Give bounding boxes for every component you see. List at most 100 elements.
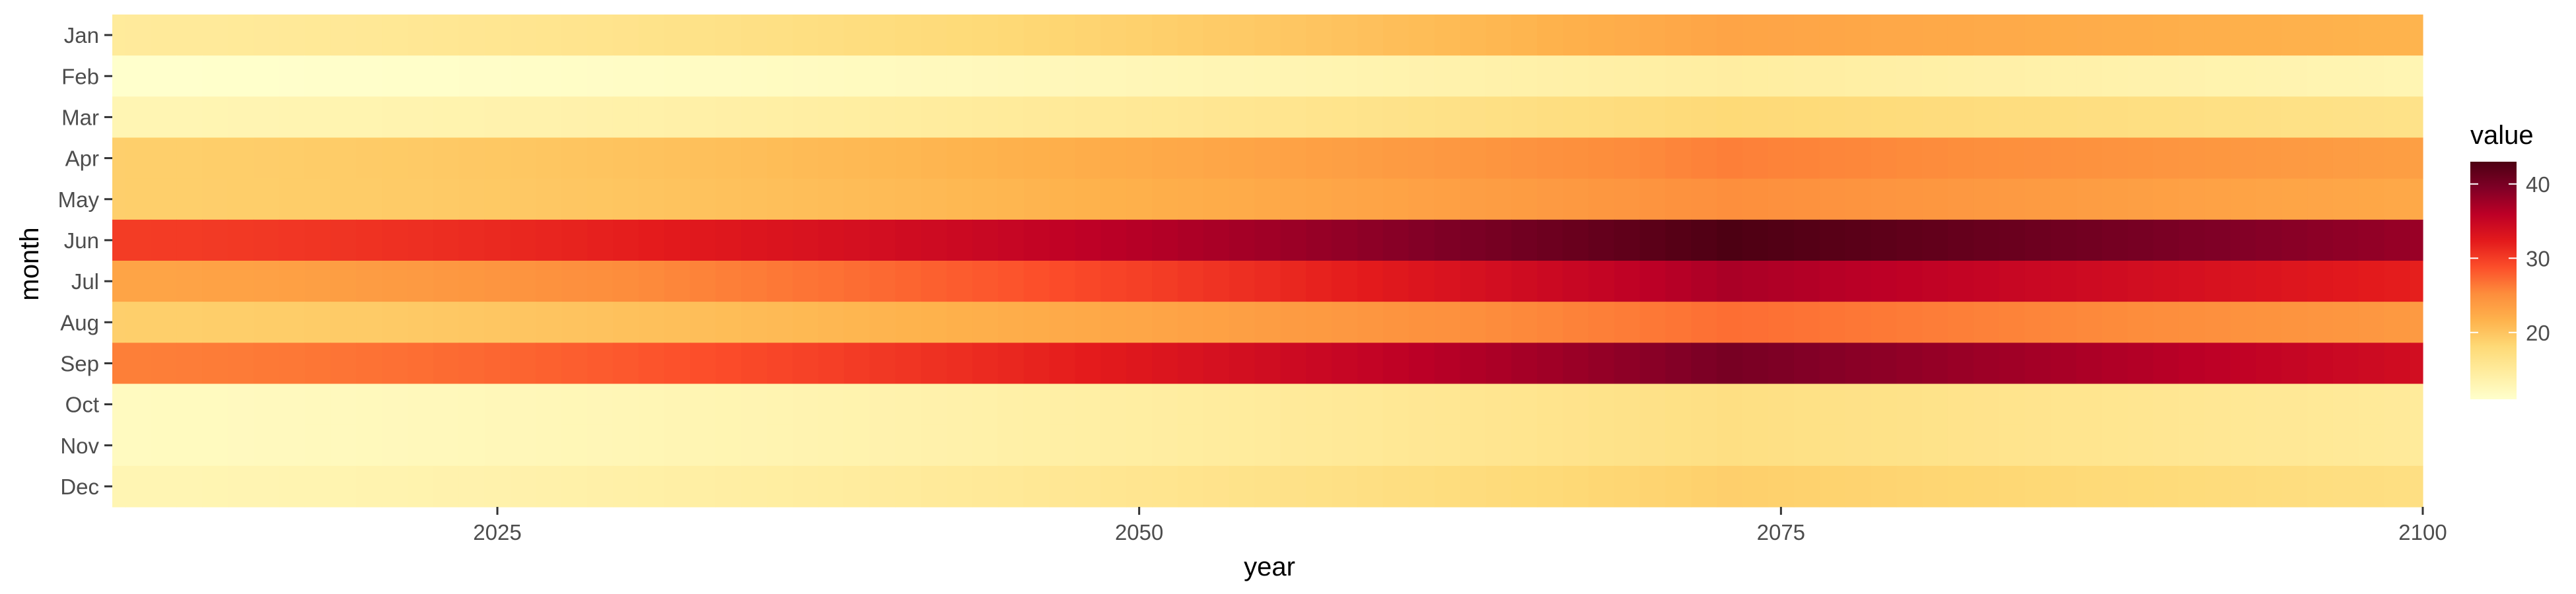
heatmap-cell [1126,465,1153,508]
heatmap-cell [1126,96,1153,139]
heatmap-cell [125,302,151,343]
heatmap-cell [2128,424,2154,467]
heatmap-cell [382,15,408,56]
heatmap-cell [1973,261,2000,302]
heatmap-cell [1229,424,1256,467]
heatmap-cell [510,137,536,180]
heatmap-cell [279,178,306,220]
heatmap-cell [664,178,691,220]
heatmap-cell [1075,96,1101,139]
heatmap-cell [253,178,280,220]
heatmap-cell [1614,137,1641,180]
heatmap-cell [921,261,947,302]
heatmap-cell [433,219,460,261]
heatmap-cell [279,383,306,426]
heatmap-cell [869,178,896,220]
heatmap-cell [1357,96,1384,139]
heatmap-cell [1460,15,1486,56]
heatmap-cell [1614,15,1641,56]
heatmap-cell [1665,178,1692,220]
heatmap-cell [1922,424,1949,467]
heatmap-cell [151,178,177,220]
heatmap-cell [1768,137,1795,180]
heatmap-cell [972,261,999,302]
heatmap-cell [1075,178,1101,220]
heatmap-cell [1614,178,1641,220]
heatmap-cell [2332,15,2359,56]
color-legend: value 20 30 40 [2470,121,2550,399]
heatmap-cell [1332,383,1358,426]
heatmap-cell [2153,137,2180,180]
heatmap-cell [767,383,793,426]
heatmap-cell [382,137,408,180]
x-tick-label: 2100 [2398,520,2447,544]
heatmap-cell [1691,465,1717,508]
heatmap-cell [869,343,896,385]
heatmap-cell [741,465,768,508]
heatmap-cell [1973,96,2000,139]
heatmap-cell [1306,15,1332,56]
heatmap-cell [869,261,896,302]
heatmap-cell [869,96,896,139]
heatmap-cell [151,96,177,139]
heatmap-cell [1434,55,1461,97]
heatmap-cell [2358,424,2385,467]
heatmap-cell [638,15,665,56]
heatmap-cell [715,343,742,385]
heatmap-cell [1332,343,1358,385]
heatmap-cell [2281,137,2308,180]
heatmap-cell [715,55,742,97]
heatmap-cell [253,96,280,139]
heatmap-cell [715,261,742,302]
heatmap-cell [1203,219,1230,261]
heatmap-cell [1100,424,1127,467]
heatmap-cell [304,55,331,97]
heatmap-cell [2410,424,2423,467]
heatmap-cell [125,137,151,180]
heatmap-cell [1049,55,1076,97]
x-tick-label: 2075 [1757,520,1805,544]
heatmap-cell [1717,178,1743,220]
heatmap-cell [818,424,845,467]
heatmap-cell [1614,261,1641,302]
heatmap-cell [1023,261,1050,302]
heatmap-cell [1075,424,1101,467]
heatmap-cell [1152,137,1178,180]
heatmap-cell [587,219,614,261]
heatmap-cell [2384,55,2411,97]
heatmap-cell [1254,55,1281,97]
heatmap-cell [1793,465,1820,508]
heatmap-cell [2358,261,2385,302]
heatmap-cell [2384,383,2411,426]
heatmap-cell [2358,15,2385,56]
heatmap-cell [1049,424,1076,467]
heatmap-cell [2332,424,2359,467]
heatmap-cell [253,15,280,56]
heatmap-cell [1511,96,1538,139]
heatmap-cell [112,424,126,467]
heatmap-cell [1126,343,1153,385]
heatmap-cell [972,383,999,426]
heatmap-cell [1691,261,1717,302]
heatmap-cell [1203,178,1230,220]
heatmap-cell [1254,219,1281,261]
heatmap-cell [1947,55,1974,97]
heatmap-cell [2410,465,2423,508]
y-tick-label: Aug [60,310,99,335]
heatmap-cell [664,424,691,467]
heatmap-cell [1306,383,1332,426]
legend-title: value [2470,121,2534,150]
heatmap-cell [715,178,742,220]
heatmap-cell [1922,96,1949,139]
heatmap-cell [1665,55,1692,97]
heatmap-cell [1896,383,1923,426]
heatmap-cell [792,15,819,56]
heatmap-cell [1691,15,1717,56]
heatmap-cell [1280,343,1306,385]
heatmap-cell [1382,178,1410,220]
heatmap-cell [2128,96,2154,139]
heatmap-cell [1382,137,1410,180]
heatmap-cell [151,137,177,180]
heatmap-cell [1152,465,1178,508]
heatmap-cell [279,424,306,467]
